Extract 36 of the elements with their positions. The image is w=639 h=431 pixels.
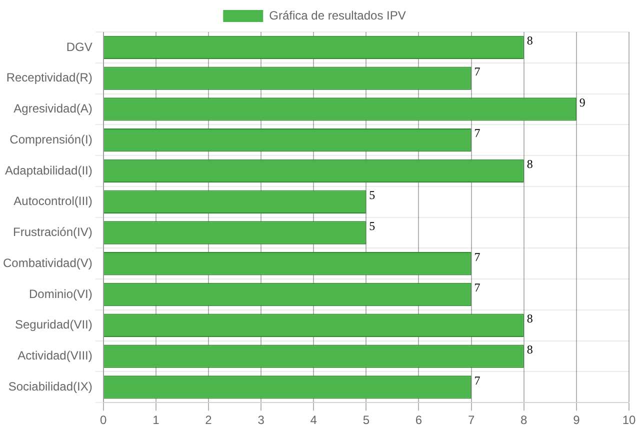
y-tick-label: DGV [66, 40, 92, 54]
data-label: 5 [369, 188, 376, 202]
legend-label: Gráfica de resultados IPV [269, 8, 406, 22]
data-label: 8 [526, 34, 533, 48]
data-label: 8 [526, 312, 533, 326]
x-tick-label: 0 [100, 413, 108, 428]
y-tick-label: Combatividad(V) [2, 256, 92, 270]
y-tick-label: Dominio(VI) [29, 286, 92, 301]
y-tick-label: Adaptabilidad(II) [4, 163, 92, 178]
data-label: 8 [526, 157, 533, 172]
y-tick-label: Frustración(IV) [13, 225, 92, 240]
x-tick-label: 6 [415, 413, 422, 428]
y-tick-label: Agresividad(A) [14, 102, 92, 116]
x-tick-label: 10 [622, 413, 636, 428]
x-tick-label: 4 [310, 413, 318, 428]
data-label: 5 [369, 218, 376, 233]
data-label: 7 [474, 280, 480, 295]
y-tick-label: Autocontrol(III) [14, 194, 92, 208]
data-label: 9 [579, 95, 586, 110]
data-label: 8 [526, 342, 533, 356]
y-tick-label: Comprensión(I) [10, 132, 92, 146]
data-label: 7 [474, 373, 480, 388]
data-label: 7 [474, 250, 480, 264]
y-tick-label: Sociabilidad(IX) [8, 379, 92, 394]
y-tick-label: Seguridad(VII) [14, 318, 92, 332]
x-tick-label: 9 [573, 413, 580, 428]
x-tick-label: 3 [258, 413, 265, 428]
data-label: 7 [474, 126, 480, 140]
x-tick-label: 5 [362, 413, 370, 428]
data-label: 7 [474, 64, 480, 78]
x-tick-label: 7 [468, 413, 475, 428]
y-tick-label: Receptividad(R) [6, 70, 92, 85]
x-tick-label: 1 [152, 413, 160, 428]
y-tick-label: Actividad(VIII) [18, 348, 92, 363]
x-tick-label: 2 [205, 413, 212, 428]
x-tick-label: 8 [520, 413, 528, 428]
